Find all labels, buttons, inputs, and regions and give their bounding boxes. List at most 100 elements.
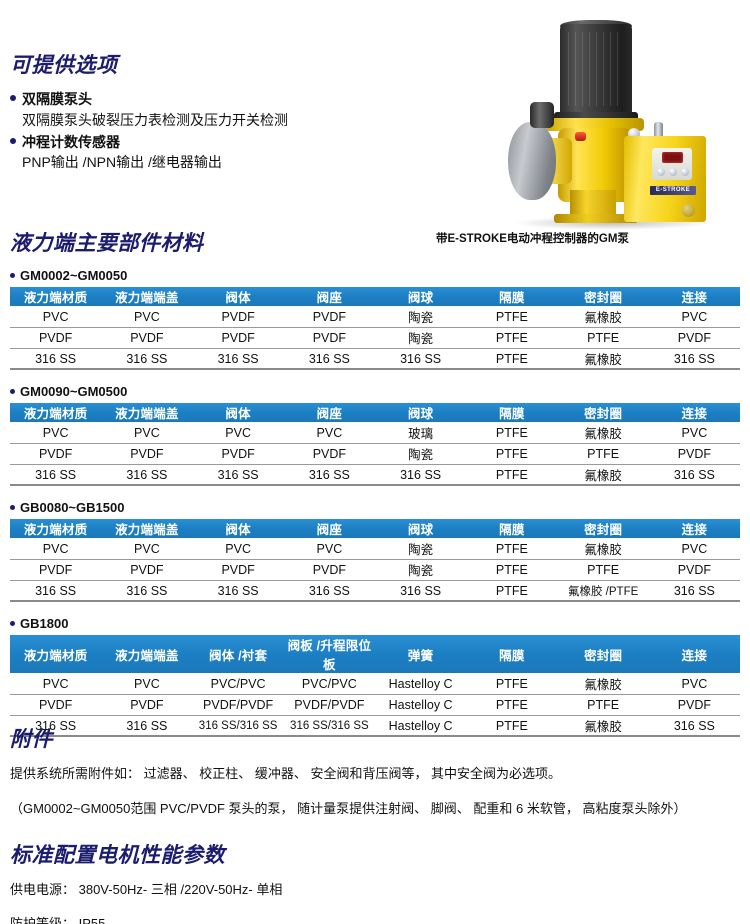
bullet-icon: [10, 621, 15, 627]
column-header: 阀球: [375, 519, 467, 539]
cell: 氟橡胶 /PTFE: [567, 585, 639, 598]
cell: PVC: [101, 422, 193, 444]
cell: PVDF: [101, 694, 193, 716]
cell: 316 SS: [35, 583, 77, 598]
options-title: 可提供选项: [10, 54, 118, 78]
cell: PTFE: [466, 327, 558, 349]
column-header: 弹簧: [375, 635, 467, 674]
cell: 氟橡胶: [557, 673, 649, 695]
cell: PTFE: [557, 559, 649, 581]
cell: 316 SS: [673, 583, 715, 598]
cell: 316 SS: [35, 351, 77, 366]
cell: PTFE: [495, 583, 528, 598]
gearbox-flange: [546, 118, 644, 131]
table-label-text: GB1800: [20, 616, 69, 632]
table-row: 316 SS 316 SS 316 SS 316 SS 316 SS PTFE …: [10, 348, 740, 369]
accessories-title: 附件: [10, 728, 53, 752]
bullet-icon: [10, 137, 16, 144]
column-header: 阀球: [375, 287, 467, 307]
cell: 316 SS/316 SS: [290, 719, 369, 732]
cell: PVDF: [192, 327, 284, 349]
photo-caption: 带E-STROKE电动冲程控制器的GM泵: [436, 233, 629, 245]
cell: 316 SS: [308, 467, 350, 482]
controller-button: [681, 168, 689, 176]
cell: 316 SS: [126, 467, 168, 482]
pump-head-diaphragm: [508, 122, 556, 200]
cell: PVDF: [648, 327, 740, 349]
table-row: 316 SS 316 SS 316 SS 316 SS 316 SS PTFE …: [10, 464, 740, 485]
column-header: 连接: [648, 403, 740, 423]
material-table-block: GB0080~GB1500 液力端材质 液力端端盖 阀体 阀座 阀球 隔膜 密封…: [10, 500, 740, 603]
table-row: PVC PVC PVC PVC 陶瓷 PTFE 氟橡胶 PVC: [10, 538, 740, 560]
cell: PVC/PVC: [192, 673, 284, 695]
cell: 氟橡胶: [584, 720, 622, 735]
bullet-icon: [10, 389, 15, 395]
cell: PTFE: [466, 538, 558, 560]
cell: 316 SS: [35, 467, 77, 482]
bullet-icon: [10, 273, 15, 279]
cell: 氟橡胶: [584, 469, 622, 484]
cell: PVDF: [192, 559, 284, 581]
cell: PVDF: [648, 559, 740, 581]
cell: 316 SS: [673, 351, 715, 366]
table-row: PVDF PVDF PVDF/PVDF PVDF/PVDF Hastelloy …: [10, 694, 740, 716]
column-header: 液力端材质: [10, 287, 102, 307]
table-row: PVC PVC PVDF PVDF 陶瓷 PTFE 氟橡胶 PVC: [10, 306, 740, 328]
option-detail-text: PNP输出 /NPN输出 /继电器输出: [22, 154, 222, 171]
estroke-brand-label: E-STROKE: [650, 186, 696, 195]
cell: Hastelloy C: [388, 718, 453, 733]
cell: PTFE: [466, 443, 558, 465]
cell: 316 SS: [400, 351, 442, 366]
cell: PVC: [648, 673, 740, 695]
cell: 陶瓷: [375, 443, 467, 465]
column-header: 连接: [648, 635, 740, 674]
table-label: GM0090~GM0500: [10, 384, 740, 399]
column-header: 阀球: [375, 403, 467, 423]
column-header: 密封圈: [557, 635, 649, 674]
option-item: 双隔膜泵头 双隔膜泵头破裂压力表检测及压力开关检测: [10, 89, 390, 130]
cell: PVDF: [192, 306, 284, 328]
column-header: 阀座: [283, 403, 375, 423]
table-label-text: GM0002~GM0050: [20, 268, 128, 284]
product-photo-figure: E-STROKE 带E-STROKE电动冲程控制器的GM泵: [436, 18, 750, 250]
cell: PVC: [648, 538, 740, 560]
cell: PVDF: [283, 306, 375, 328]
column-header: 隔膜: [466, 403, 558, 423]
cell: PVC: [192, 422, 284, 444]
cell: PTFE: [466, 306, 558, 328]
cell: 316 SS: [35, 718, 77, 733]
cell: PVDF: [10, 559, 102, 581]
table-label: GM0002~GM0050: [10, 268, 740, 283]
cell: PVC: [648, 306, 740, 328]
cell: 氟橡胶: [557, 538, 649, 560]
cell: 316 SS: [126, 718, 168, 733]
cell: PTFE: [557, 327, 649, 349]
materials-table: 液力端材质 液力端端盖 阀体 阀座 阀球 隔膜 密封圈 连接 PVC PVC P: [10, 287, 740, 371]
cell: 陶瓷: [375, 559, 467, 581]
column-header: 阀板 /升程限位板: [283, 635, 375, 674]
grease-fitting: [654, 122, 663, 138]
cell: PTFE: [557, 443, 649, 465]
cell: PTFE: [557, 694, 649, 716]
cell: 316 SS: [400, 583, 442, 598]
column-header: 密封圈: [557, 287, 649, 307]
accessories-section: 附件 提供系统所需附件如： 过滤器、 校正柱、 缓冲器、 安全阀和背压阀等， 其…: [10, 712, 740, 832]
column-header: 液力端材质: [10, 519, 102, 539]
option-heading: 双隔膜泵头: [10, 89, 390, 109]
cell: 316 SS: [217, 351, 259, 366]
column-header: 阀体 /衬套: [192, 635, 284, 674]
cell: PTFE: [495, 467, 528, 482]
cell: PVC: [283, 538, 375, 560]
column-header: 密封圈: [557, 403, 649, 423]
cell: PVDF: [101, 327, 193, 349]
cell: 氟橡胶: [557, 422, 649, 444]
cell: PTFE: [495, 351, 528, 366]
cell: Hastelloy C: [375, 673, 467, 695]
materials-section: 液力端主要部件材料 GM0002~GM0050 液力端材质 液力端端盖 阀体 阀…: [10, 216, 740, 751]
cell: 316 SS: [126, 351, 168, 366]
bullet-icon: [10, 95, 16, 102]
option-heading-text: 冲程计数传感器: [22, 133, 120, 150]
table-label-text: GB0080~GB1500: [20, 500, 125, 516]
cell: 陶瓷: [375, 327, 467, 349]
